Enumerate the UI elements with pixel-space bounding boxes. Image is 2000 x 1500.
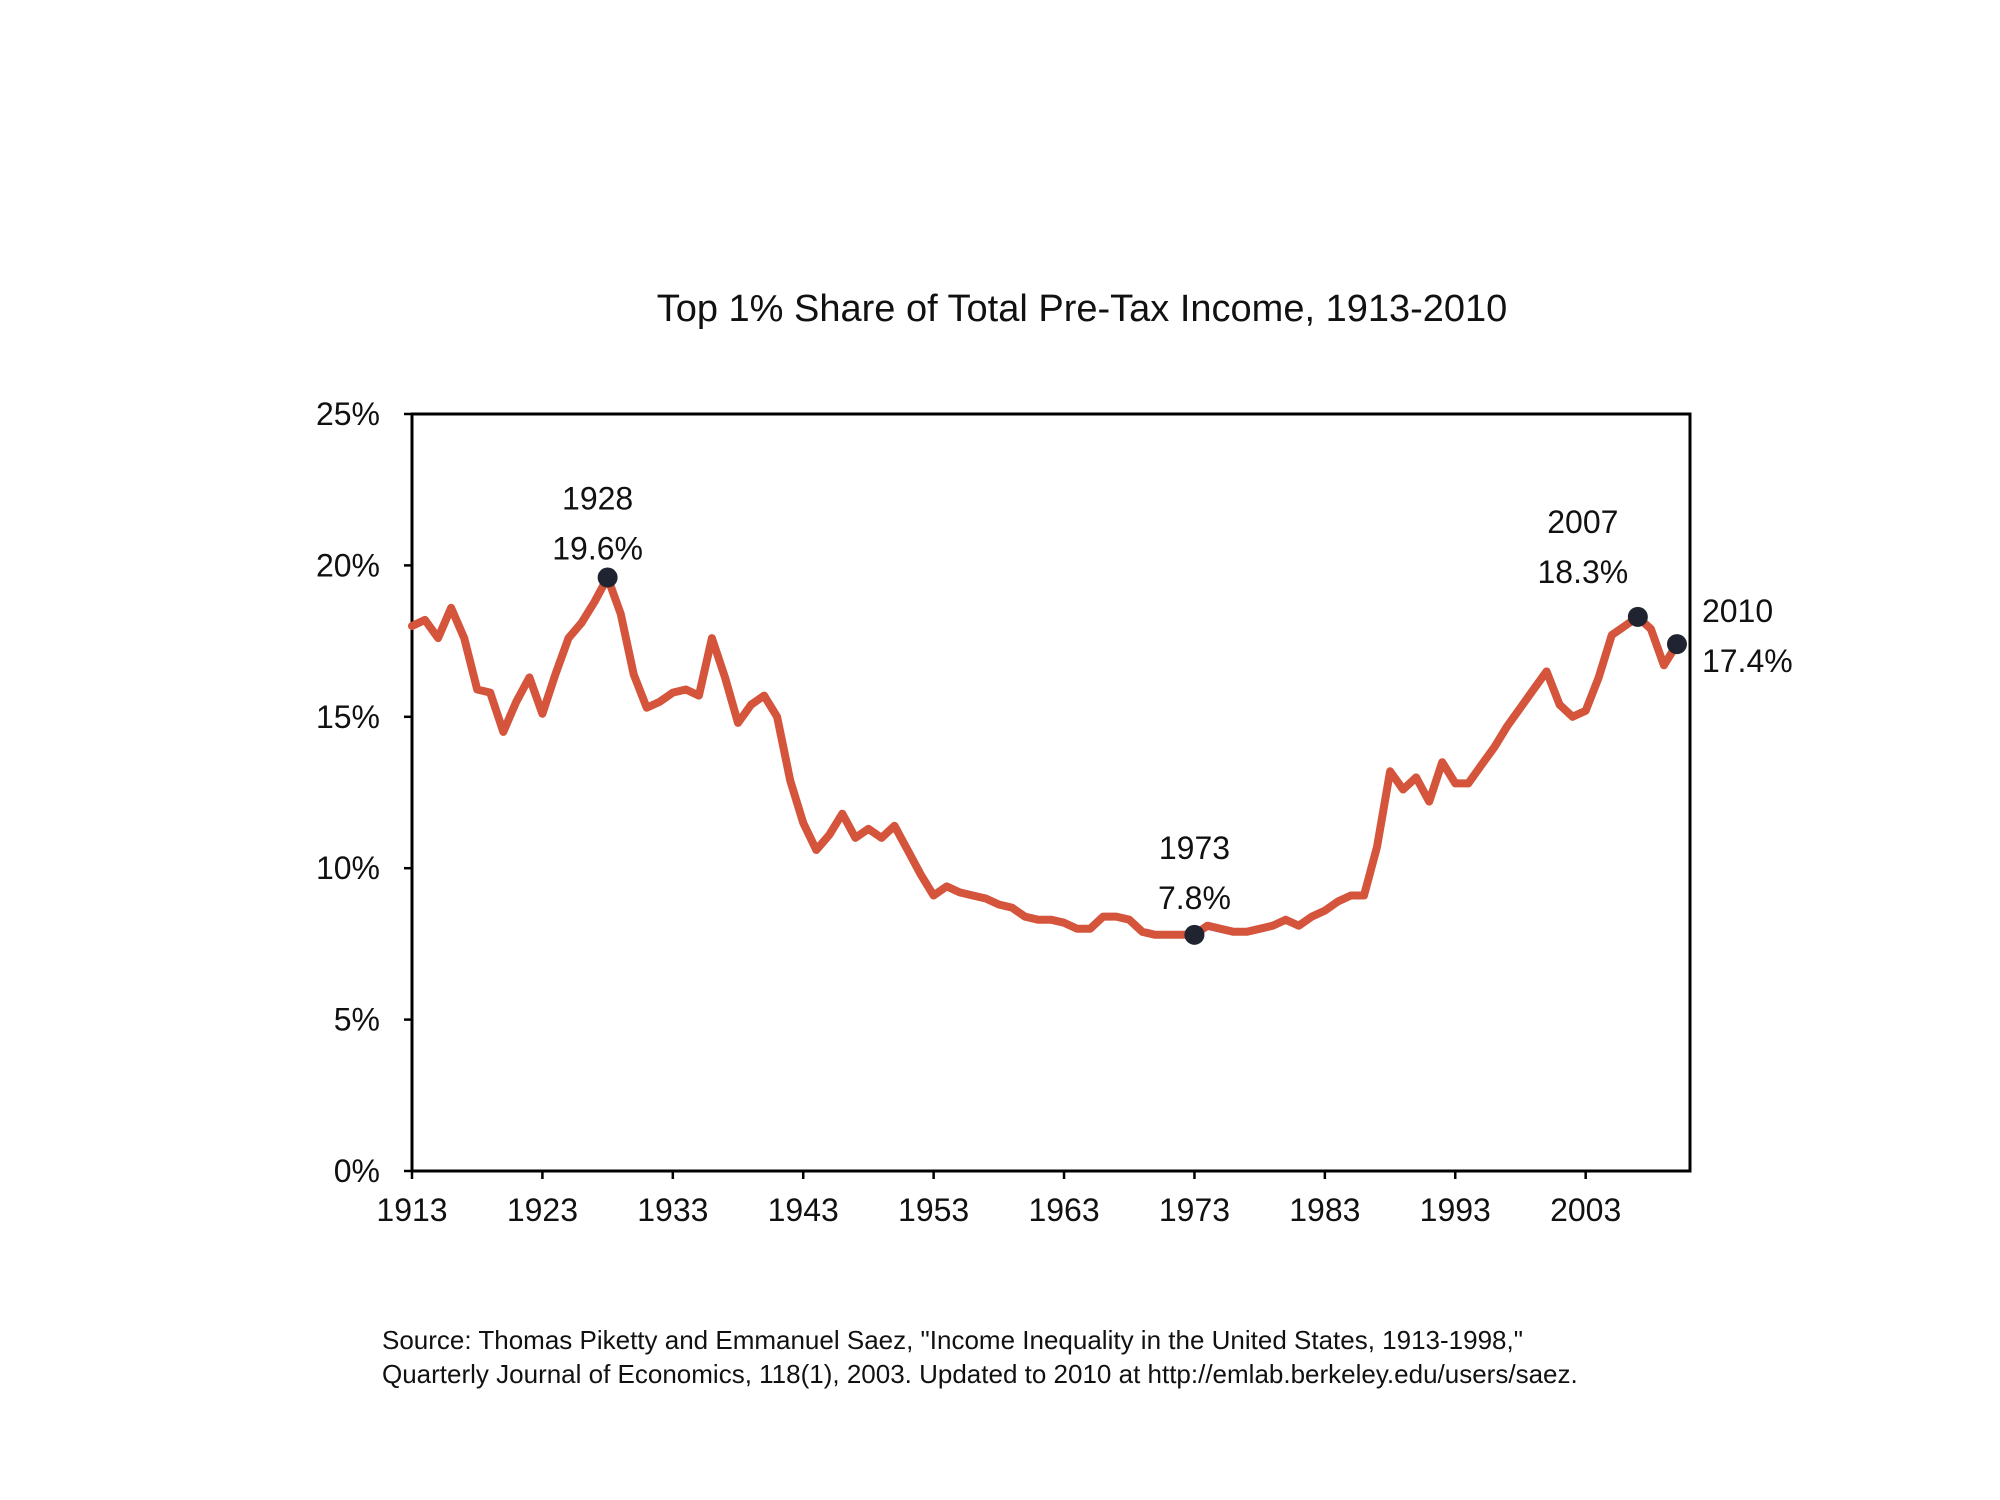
y-tick-label: 15% (316, 699, 380, 735)
annotation-marker-1928 (597, 567, 618, 588)
x-tick-label: 1963 (1028, 1192, 1099, 1228)
annotations: 1928 19.6% 1973 7.8% 2007 18.3% 2010 17.4% (552, 481, 1793, 945)
x-tick-label: 1983 (1289, 1192, 1360, 1228)
source-line-1: Source: Thomas Piketty and Emmanuel Saez… (382, 1325, 1523, 1355)
annotation-value-1928: 19.6% (552, 531, 643, 567)
x-axis: 1913 1923 1933 1943 1953 1963 1973 1983 1993 2003 (376, 1171, 1621, 1228)
x-tick-label: 1913 (376, 1192, 447, 1228)
y-tick-label: 0% (334, 1153, 380, 1189)
annotation-marker-2007 (1627, 606, 1648, 627)
plot-area-frame (410, 412, 1692, 1173)
source-line-2: Quarterly Journal of Economics, 118(1), … (382, 1359, 1578, 1389)
y-tick-label: 5% (334, 1002, 380, 1038)
y-tick-label: 10% (316, 850, 380, 886)
series-line-top1-share (408, 573, 1681, 939)
y-tick-label: 20% (316, 547, 380, 583)
x-tick-label: 1943 (768, 1192, 839, 1228)
x-tick-label: 1953 (898, 1192, 969, 1228)
annotation-year-1928: 1928 (562, 481, 633, 517)
x-tick-label: 2003 (1550, 1192, 1621, 1228)
y-axis: 0% 5% 10% 15% 20% 25% (316, 396, 412, 1189)
annotation-value-2010: 17.4% (1702, 643, 1793, 679)
x-tick-label: 1923 (507, 1192, 578, 1228)
annotation-marker-1973 (1184, 924, 1205, 945)
annotation-year-1973: 1973 (1159, 830, 1230, 866)
annotation-marker-2010 (1666, 634, 1687, 655)
chart-title: Top 1% Share of Total Pre-Tax Income, 19… (657, 288, 1508, 330)
annotation-year-2007: 2007 (1547, 504, 1618, 540)
x-tick-label: 1973 (1159, 1192, 1230, 1228)
x-tick-label: 1933 (637, 1192, 708, 1228)
annotation-year-2010: 2010 (1702, 593, 1773, 629)
x-tick-label: 1993 (1420, 1192, 1491, 1228)
annotation-value-2007: 18.3% (1537, 554, 1628, 590)
annotation-value-1973: 7.8% (1158, 880, 1231, 916)
y-tick-label: 25% (316, 396, 380, 432)
